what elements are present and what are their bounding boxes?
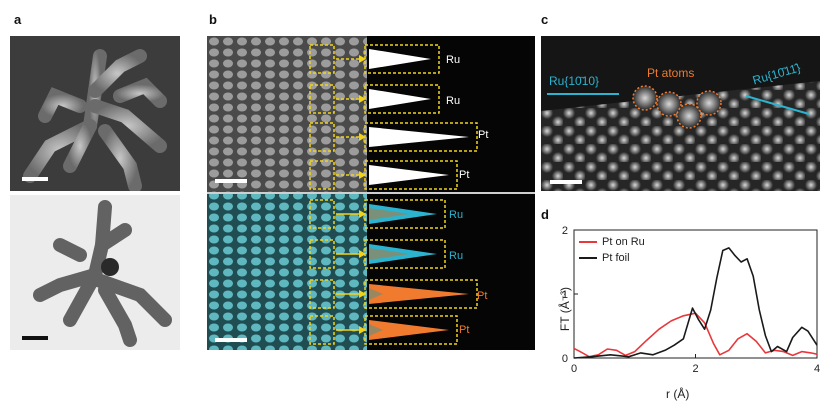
panel-a-tem-image (10, 195, 180, 350)
atom-select-box (309, 122, 335, 152)
profile-box (364, 44, 440, 74)
ru-left-label: Ru{10̄10} (549, 74, 600, 88)
panel-label-c: c (541, 12, 549, 27)
x-tick-label: 2 (692, 363, 698, 375)
legend-label: Pt on Ru (602, 236, 645, 248)
x-tick-label: 0 (571, 363, 577, 375)
panel-a-haadf-image (10, 36, 180, 191)
panel-b-svg (207, 36, 535, 350)
y-tick-label: 1 (562, 289, 568, 301)
row-arrowhead (359, 55, 366, 63)
intensity-overlay (369, 208, 409, 220)
legend-label: Pt foil (602, 252, 630, 264)
legend-item-pt-foil: Pt foil (579, 250, 645, 266)
row-label-bottom-2: Ru (449, 250, 464, 262)
intensity-profile (369, 127, 469, 147)
x-tick-label: 4 (814, 363, 820, 375)
xlabel: r (Å) (666, 387, 690, 401)
profile-box (364, 122, 478, 152)
row-arrowhead (359, 133, 366, 141)
pt-atom-1 (632, 85, 658, 111)
intensity-profile (369, 165, 449, 185)
intensity-overlay (369, 288, 383, 300)
row-arrowhead (359, 171, 366, 179)
panel-c-stem-image: Pt atoms Ru{10̄10} Ru{10̄11̄} (541, 36, 820, 191)
row-arrowhead (359, 250, 366, 258)
intensity-overlay (369, 324, 383, 336)
series-line-0 (573, 312, 818, 358)
scale-bar (550, 180, 582, 184)
pt-atom-3 (676, 103, 702, 129)
intensity-profile (369, 49, 431, 69)
atom-select-box (309, 160, 335, 190)
ft-chart-svg: 0 2 4 0 1 2 (562, 225, 820, 375)
scale-bar-bottom (215, 338, 247, 342)
ylabel: FT (Å⁻³) (558, 286, 572, 332)
scale-bar (22, 336, 48, 340)
panel-d-ft-chart: 0 2 4 0 1 2 FT (Å⁻³) r (Å) Pt on Ru Pt foil (541, 210, 831, 410)
intensity-profile (369, 89, 431, 109)
nanostructure-haadf (22, 49, 167, 191)
row-label-top-2: Ru (446, 95, 461, 107)
scale-bar-top (215, 179, 247, 183)
row-label-bottom-3: Pt (477, 290, 488, 302)
pt-atom-4 (696, 90, 722, 116)
panel-label-b: b (209, 12, 217, 27)
pt-atom-2 (656, 91, 682, 117)
row-label-bottom-1: Ru (449, 209, 464, 221)
nanostructure-tem (22, 200, 172, 347)
row-arrowhead (359, 326, 366, 334)
row-label-top-4: Pt (459, 169, 470, 181)
profile-box (364, 315, 458, 345)
atom-select-box (309, 199, 335, 229)
y-tick-label: 2 (562, 225, 568, 237)
panel-b-atom-profiles: Ru Ru Pt Pt Ru Ru Pt Pt (207, 36, 535, 350)
legend-swatch (579, 257, 597, 259)
profile-box (364, 239, 446, 269)
row-label-bottom-4: Pt (459, 324, 470, 336)
intensity-profile (369, 320, 449, 340)
row-arrowhead (359, 95, 366, 103)
atom-select-box (309, 315, 335, 345)
chart-legend: Pt on Ru Pt foil (579, 234, 645, 266)
legend-item-pt-on-ru: Pt on Ru (579, 234, 645, 250)
y-tick-label: 0 (562, 353, 568, 365)
pt-atoms-label: Pt atoms (647, 66, 695, 80)
scale-bar (22, 177, 48, 181)
intensity-overlay (369, 248, 409, 260)
atom-select-box (309, 239, 335, 269)
atom-select-box (309, 279, 335, 309)
profile-box (364, 279, 478, 309)
panel-c-svg (541, 81, 820, 191)
row-label-top-1: Ru (446, 54, 461, 66)
intensity-profile (369, 284, 469, 304)
profile-box (364, 160, 458, 190)
row-arrowhead (359, 210, 366, 218)
row-label-top-3: Pt (478, 129, 489, 141)
series-line-1 (573, 247, 818, 359)
profile-box (364, 84, 440, 114)
atom-select-box (309, 84, 335, 114)
panel-label-d: d (541, 207, 549, 222)
row-arrowhead (359, 290, 366, 298)
panel-label-a: a (14, 12, 22, 27)
profile-box (364, 199, 446, 229)
atom-select-box (309, 44, 335, 74)
legend-swatch (579, 241, 597, 243)
